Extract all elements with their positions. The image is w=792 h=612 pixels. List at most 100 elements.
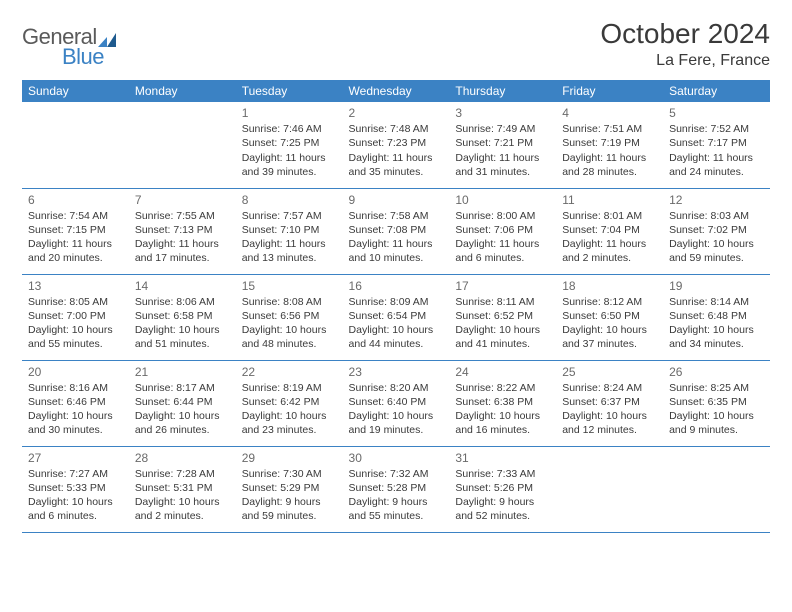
day-number: 14 [135, 278, 230, 294]
sunrise-text: Sunrise: 7:49 AM [455, 122, 550, 136]
sunset-text: Sunset: 6:54 PM [349, 309, 444, 323]
sunrise-text: Sunrise: 8:12 AM [562, 295, 657, 309]
sunrise-text: Sunrise: 7:52 AM [669, 122, 764, 136]
calendar-week-row: 20Sunrise: 8:16 AMSunset: 6:46 PMDayligh… [22, 360, 770, 446]
day-number: 21 [135, 364, 230, 380]
daylight-text: Daylight: 11 hours and 2 minutes. [562, 237, 657, 265]
daylight-text: Daylight: 11 hours and 28 minutes. [562, 151, 657, 179]
daylight-text: Daylight: 10 hours and 6 minutes. [28, 495, 123, 523]
day-number: 24 [455, 364, 550, 380]
day-number: 18 [562, 278, 657, 294]
sunset-text: Sunset: 7:19 PM [562, 136, 657, 150]
sunset-text: Sunset: 7:21 PM [455, 136, 550, 150]
sunrise-text: Sunrise: 8:17 AM [135, 381, 230, 395]
calendar-empty-cell [129, 102, 236, 188]
calendar-day-cell: 4Sunrise: 7:51 AMSunset: 7:19 PMDaylight… [556, 102, 663, 188]
calendar-day-cell: 27Sunrise: 7:27 AMSunset: 5:33 PMDayligh… [22, 446, 129, 532]
sunrise-text: Sunrise: 8:00 AM [455, 209, 550, 223]
sunset-text: Sunset: 7:08 PM [349, 223, 444, 237]
day-number: 31 [455, 450, 550, 466]
sunset-text: Sunset: 6:58 PM [135, 309, 230, 323]
sunset-text: Sunset: 7:23 PM [349, 136, 444, 150]
calendar-day-cell: 26Sunrise: 8:25 AMSunset: 6:35 PMDayligh… [663, 360, 770, 446]
sunset-text: Sunset: 5:33 PM [28, 481, 123, 495]
sunset-text: Sunset: 7:10 PM [242, 223, 337, 237]
day-number: 26 [669, 364, 764, 380]
daylight-text: Daylight: 10 hours and 16 minutes. [455, 409, 550, 437]
calendar-day-cell: 21Sunrise: 8:17 AMSunset: 6:44 PMDayligh… [129, 360, 236, 446]
daylight-text: Daylight: 11 hours and 10 minutes. [349, 237, 444, 265]
day-number: 7 [135, 192, 230, 208]
day-number: 30 [349, 450, 444, 466]
sunrise-text: Sunrise: 8:22 AM [455, 381, 550, 395]
sunset-text: Sunset: 6:52 PM [455, 309, 550, 323]
day-number: 15 [242, 278, 337, 294]
sunrise-text: Sunrise: 7:54 AM [28, 209, 123, 223]
sunrise-text: Sunrise: 7:30 AM [242, 467, 337, 481]
day-number: 19 [669, 278, 764, 294]
calendar-day-cell: 22Sunrise: 8:19 AMSunset: 6:42 PMDayligh… [236, 360, 343, 446]
day-header: Tuesday [236, 80, 343, 102]
day-header: Saturday [663, 80, 770, 102]
calendar-day-cell: 8Sunrise: 7:57 AMSunset: 7:10 PMDaylight… [236, 188, 343, 274]
calendar-body: 1Sunrise: 7:46 AMSunset: 7:25 PMDaylight… [22, 102, 770, 532]
calendar-day-cell: 2Sunrise: 7:48 AMSunset: 7:23 PMDaylight… [343, 102, 450, 188]
sunset-text: Sunset: 7:00 PM [28, 309, 123, 323]
sunset-text: Sunset: 5:29 PM [242, 481, 337, 495]
calendar-day-cell: 10Sunrise: 8:00 AMSunset: 7:06 PMDayligh… [449, 188, 556, 274]
daylight-text: Daylight: 11 hours and 39 minutes. [242, 151, 337, 179]
daylight-text: Daylight: 9 hours and 52 minutes. [455, 495, 550, 523]
daylight-text: Daylight: 10 hours and 48 minutes. [242, 323, 337, 351]
sunrise-text: Sunrise: 7:57 AM [242, 209, 337, 223]
logo: GeneralBlue [22, 18, 116, 70]
daylight-text: Daylight: 10 hours and 41 minutes. [455, 323, 550, 351]
daylight-text: Daylight: 10 hours and 12 minutes. [562, 409, 657, 437]
daylight-text: Daylight: 10 hours and 44 minutes. [349, 323, 444, 351]
day-number: 5 [669, 105, 764, 121]
sunrise-text: Sunrise: 8:16 AM [28, 381, 123, 395]
sunset-text: Sunset: 7:17 PM [669, 136, 764, 150]
sunset-text: Sunset: 6:44 PM [135, 395, 230, 409]
sunrise-text: Sunrise: 8:14 AM [669, 295, 764, 309]
calendar-day-cell: 6Sunrise: 7:54 AMSunset: 7:15 PMDaylight… [22, 188, 129, 274]
sunset-text: Sunset: 7:13 PM [135, 223, 230, 237]
day-number: 28 [135, 450, 230, 466]
sunrise-text: Sunrise: 7:32 AM [349, 467, 444, 481]
daylight-text: Daylight: 10 hours and 23 minutes. [242, 409, 337, 437]
calendar-day-cell: 19Sunrise: 8:14 AMSunset: 6:48 PMDayligh… [663, 274, 770, 360]
calendar-day-cell: 24Sunrise: 8:22 AMSunset: 6:38 PMDayligh… [449, 360, 556, 446]
sunrise-text: Sunrise: 8:11 AM [455, 295, 550, 309]
daylight-text: Daylight: 11 hours and 20 minutes. [28, 237, 123, 265]
day-number: 8 [242, 192, 337, 208]
sunset-text: Sunset: 5:31 PM [135, 481, 230, 495]
sunset-text: Sunset: 7:15 PM [28, 223, 123, 237]
calendar-day-cell: 15Sunrise: 8:08 AMSunset: 6:56 PMDayligh… [236, 274, 343, 360]
calendar-day-cell: 5Sunrise: 7:52 AMSunset: 7:17 PMDaylight… [663, 102, 770, 188]
calendar-day-cell: 30Sunrise: 7:32 AMSunset: 5:28 PMDayligh… [343, 446, 450, 532]
sunset-text: Sunset: 5:28 PM [349, 481, 444, 495]
calendar-day-cell: 28Sunrise: 7:28 AMSunset: 5:31 PMDayligh… [129, 446, 236, 532]
sunset-text: Sunset: 6:42 PM [242, 395, 337, 409]
day-number: 13 [28, 278, 123, 294]
sunset-text: Sunset: 7:04 PM [562, 223, 657, 237]
header: GeneralBlue October 2024 La Fere, France [22, 18, 770, 70]
day-number: 16 [349, 278, 444, 294]
daylight-text: Daylight: 11 hours and 17 minutes. [135, 237, 230, 265]
day-number: 9 [349, 192, 444, 208]
day-number: 2 [349, 105, 444, 121]
sunrise-text: Sunrise: 8:05 AM [28, 295, 123, 309]
calendar-day-cell: 7Sunrise: 7:55 AMSunset: 7:13 PMDaylight… [129, 188, 236, 274]
day-number: 11 [562, 192, 657, 208]
calendar-empty-cell [556, 446, 663, 532]
calendar-empty-cell [22, 102, 129, 188]
daylight-text: Daylight: 10 hours and 9 minutes. [669, 409, 764, 437]
sunrise-text: Sunrise: 8:08 AM [242, 295, 337, 309]
calendar-day-cell: 14Sunrise: 8:06 AMSunset: 6:58 PMDayligh… [129, 274, 236, 360]
daylight-text: Daylight: 10 hours and 2 minutes. [135, 495, 230, 523]
sunrise-text: Sunrise: 7:28 AM [135, 467, 230, 481]
day-number: 23 [349, 364, 444, 380]
calendar-empty-cell [663, 446, 770, 532]
calendar-day-cell: 3Sunrise: 7:49 AMSunset: 7:21 PMDaylight… [449, 102, 556, 188]
day-header: Sunday [22, 80, 129, 102]
sunrise-text: Sunrise: 7:55 AM [135, 209, 230, 223]
